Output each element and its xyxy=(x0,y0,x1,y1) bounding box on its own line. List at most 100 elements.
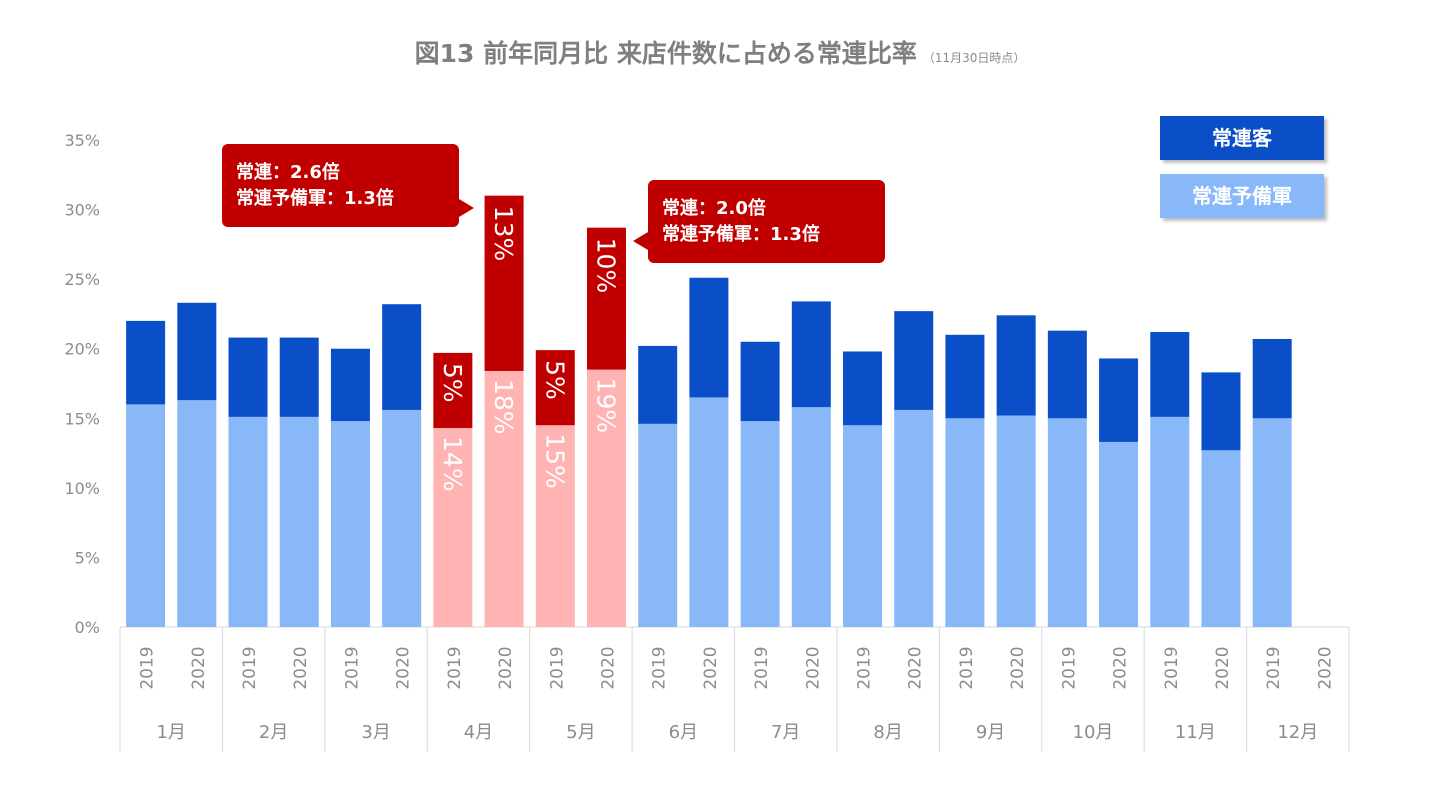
bar-segment-reserve xyxy=(996,415,1036,627)
callout-text: 常連：2.0倍 xyxy=(662,197,766,219)
bar-segment-reserve xyxy=(1150,416,1190,627)
x-tick-label-month: 10月 xyxy=(1073,722,1114,743)
x-tick-label-year: 2019 xyxy=(855,646,875,689)
callout-text: 常連：2.6倍 xyxy=(236,161,340,183)
y-tick-label: 20% xyxy=(64,340,100,359)
x-tick-label-month: 8月 xyxy=(873,722,902,743)
x-tick-label-month: 5月 xyxy=(566,722,595,743)
x-tick-label-year: 2019 xyxy=(752,646,772,689)
callout-text: 常連予備軍：1.3倍 xyxy=(662,223,820,245)
chart-title-main: 図13 前年同月比 来店件数に占める常連比率 xyxy=(414,39,917,68)
bar-segment-reserve xyxy=(177,400,217,627)
x-tick-label-year: 2020 xyxy=(394,646,414,689)
bar-segment-reserve xyxy=(126,404,166,627)
x-tick-label-month: 1月 xyxy=(156,722,185,743)
bar-segment-regular xyxy=(945,334,985,419)
bar-segment-regular xyxy=(382,304,422,410)
x-tick-label-year: 2019 xyxy=(547,646,567,689)
x-tick-label-month: 7月 xyxy=(771,722,800,743)
callout-text: 常連予備軍：1.3倍 xyxy=(236,187,394,209)
bar-segment-regular xyxy=(484,195,524,371)
legend-reserve-label: 常連予備軍 xyxy=(1192,184,1292,208)
data-label-reserve: 14% xyxy=(438,436,467,492)
legend-regular-label: 常連客 xyxy=(1212,126,1272,150)
y-tick-label: 15% xyxy=(64,409,100,428)
x-tick-label-year: 2020 xyxy=(1315,646,1335,689)
bar-segment-reserve xyxy=(228,416,268,627)
x-tick-label-year: 2019 xyxy=(1162,646,1182,689)
bar-segment-reserve xyxy=(689,397,729,627)
legend-regular: 常連客 xyxy=(1160,116,1324,160)
data-label-regular: 5% xyxy=(540,360,569,400)
bar-segment-reserve xyxy=(638,423,678,627)
x-tick-label-year: 2019 xyxy=(445,646,465,689)
bar-segment-regular xyxy=(330,348,370,422)
bar-segment-reserve xyxy=(843,425,883,627)
callout-pointer xyxy=(459,199,474,217)
bar-segment-reserve xyxy=(1252,418,1292,627)
bar-segment-regular xyxy=(535,350,575,426)
x-tick-label-month: 3月 xyxy=(361,722,390,743)
bar-segment-reserve xyxy=(484,370,524,627)
data-label-reserve: 15% xyxy=(540,433,569,489)
bar-segment-reserve xyxy=(279,416,319,627)
legend-reserve: 常連予備軍 xyxy=(1160,174,1324,218)
x-tick-label-month: 11月 xyxy=(1175,722,1216,743)
callout-pointer xyxy=(633,232,648,250)
x-tick-label-year: 2020 xyxy=(598,646,618,689)
bar-segment-regular xyxy=(894,311,934,410)
y-tick-label: 0% xyxy=(75,618,100,637)
x-tick-label-year: 2020 xyxy=(1111,646,1131,689)
data-label-regular: 13% xyxy=(489,206,518,262)
bar-segment-regular xyxy=(1201,372,1241,451)
bar-segment-regular xyxy=(279,337,319,417)
x-tick-label-month: 4月 xyxy=(464,722,493,743)
bar-segment-reserve xyxy=(535,425,575,627)
bar-segment-regular xyxy=(791,301,831,408)
bar-segment-regular xyxy=(638,345,678,424)
bar-segment-reserve xyxy=(740,421,780,627)
chart-title-note: （11月30日時点） xyxy=(922,51,1026,65)
x-tick-label-year: 2020 xyxy=(1008,646,1028,689)
bar-segment-reserve xyxy=(945,418,985,627)
x-tick-label-year: 2019 xyxy=(1264,646,1284,689)
chart-title: 図13 前年同月比 来店件数に占める常連比率 （11月30日時点） xyxy=(0,34,1440,70)
x-tick-label-year: 2019 xyxy=(138,646,158,689)
bar-segment-reserve xyxy=(382,409,422,627)
callout-box xyxy=(222,144,459,227)
x-tick-label-year: 2020 xyxy=(701,646,721,689)
bar-segment-regular xyxy=(689,277,729,398)
x-tick-label-month: 2月 xyxy=(259,722,288,743)
bar-segment-regular xyxy=(1150,332,1190,417)
bar-segment-reserve xyxy=(1099,441,1139,627)
y-tick-label: 30% xyxy=(64,201,100,220)
x-tick-label-year: 2019 xyxy=(342,646,362,689)
bar-segment-regular xyxy=(1252,338,1292,419)
x-tick-label-year: 2020 xyxy=(906,646,926,689)
bar-segment-regular xyxy=(586,227,626,370)
bar-segment-regular xyxy=(1099,358,1139,442)
x-tick-label-month: 12月 xyxy=(1277,722,1318,743)
bar-segment-reserve xyxy=(586,369,626,627)
x-tick-label-year: 2020 xyxy=(189,646,209,689)
y-tick-label: 25% xyxy=(64,270,100,289)
x-tick-label-year: 2019 xyxy=(957,646,977,689)
x-tick-label-month: 9月 xyxy=(976,722,1005,743)
bar-segment-regular xyxy=(843,351,883,426)
y-tick-label: 10% xyxy=(64,479,100,498)
bar-segment-reserve xyxy=(1201,450,1241,627)
bar-segment-regular xyxy=(228,337,268,417)
data-label-reserve: 19% xyxy=(591,378,620,434)
x-tick-label-year: 2019 xyxy=(1059,646,1079,689)
data-label-regular: 5% xyxy=(438,363,467,403)
bar-segment-regular xyxy=(740,341,780,422)
callout-box xyxy=(648,180,885,263)
x-tick-label-year: 2020 xyxy=(496,646,516,689)
x-tick-label-year: 2020 xyxy=(1213,646,1233,689)
x-tick-label-year: 2019 xyxy=(240,646,260,689)
data-label-regular: 10% xyxy=(591,238,620,294)
bar-segment-reserve xyxy=(894,409,934,627)
